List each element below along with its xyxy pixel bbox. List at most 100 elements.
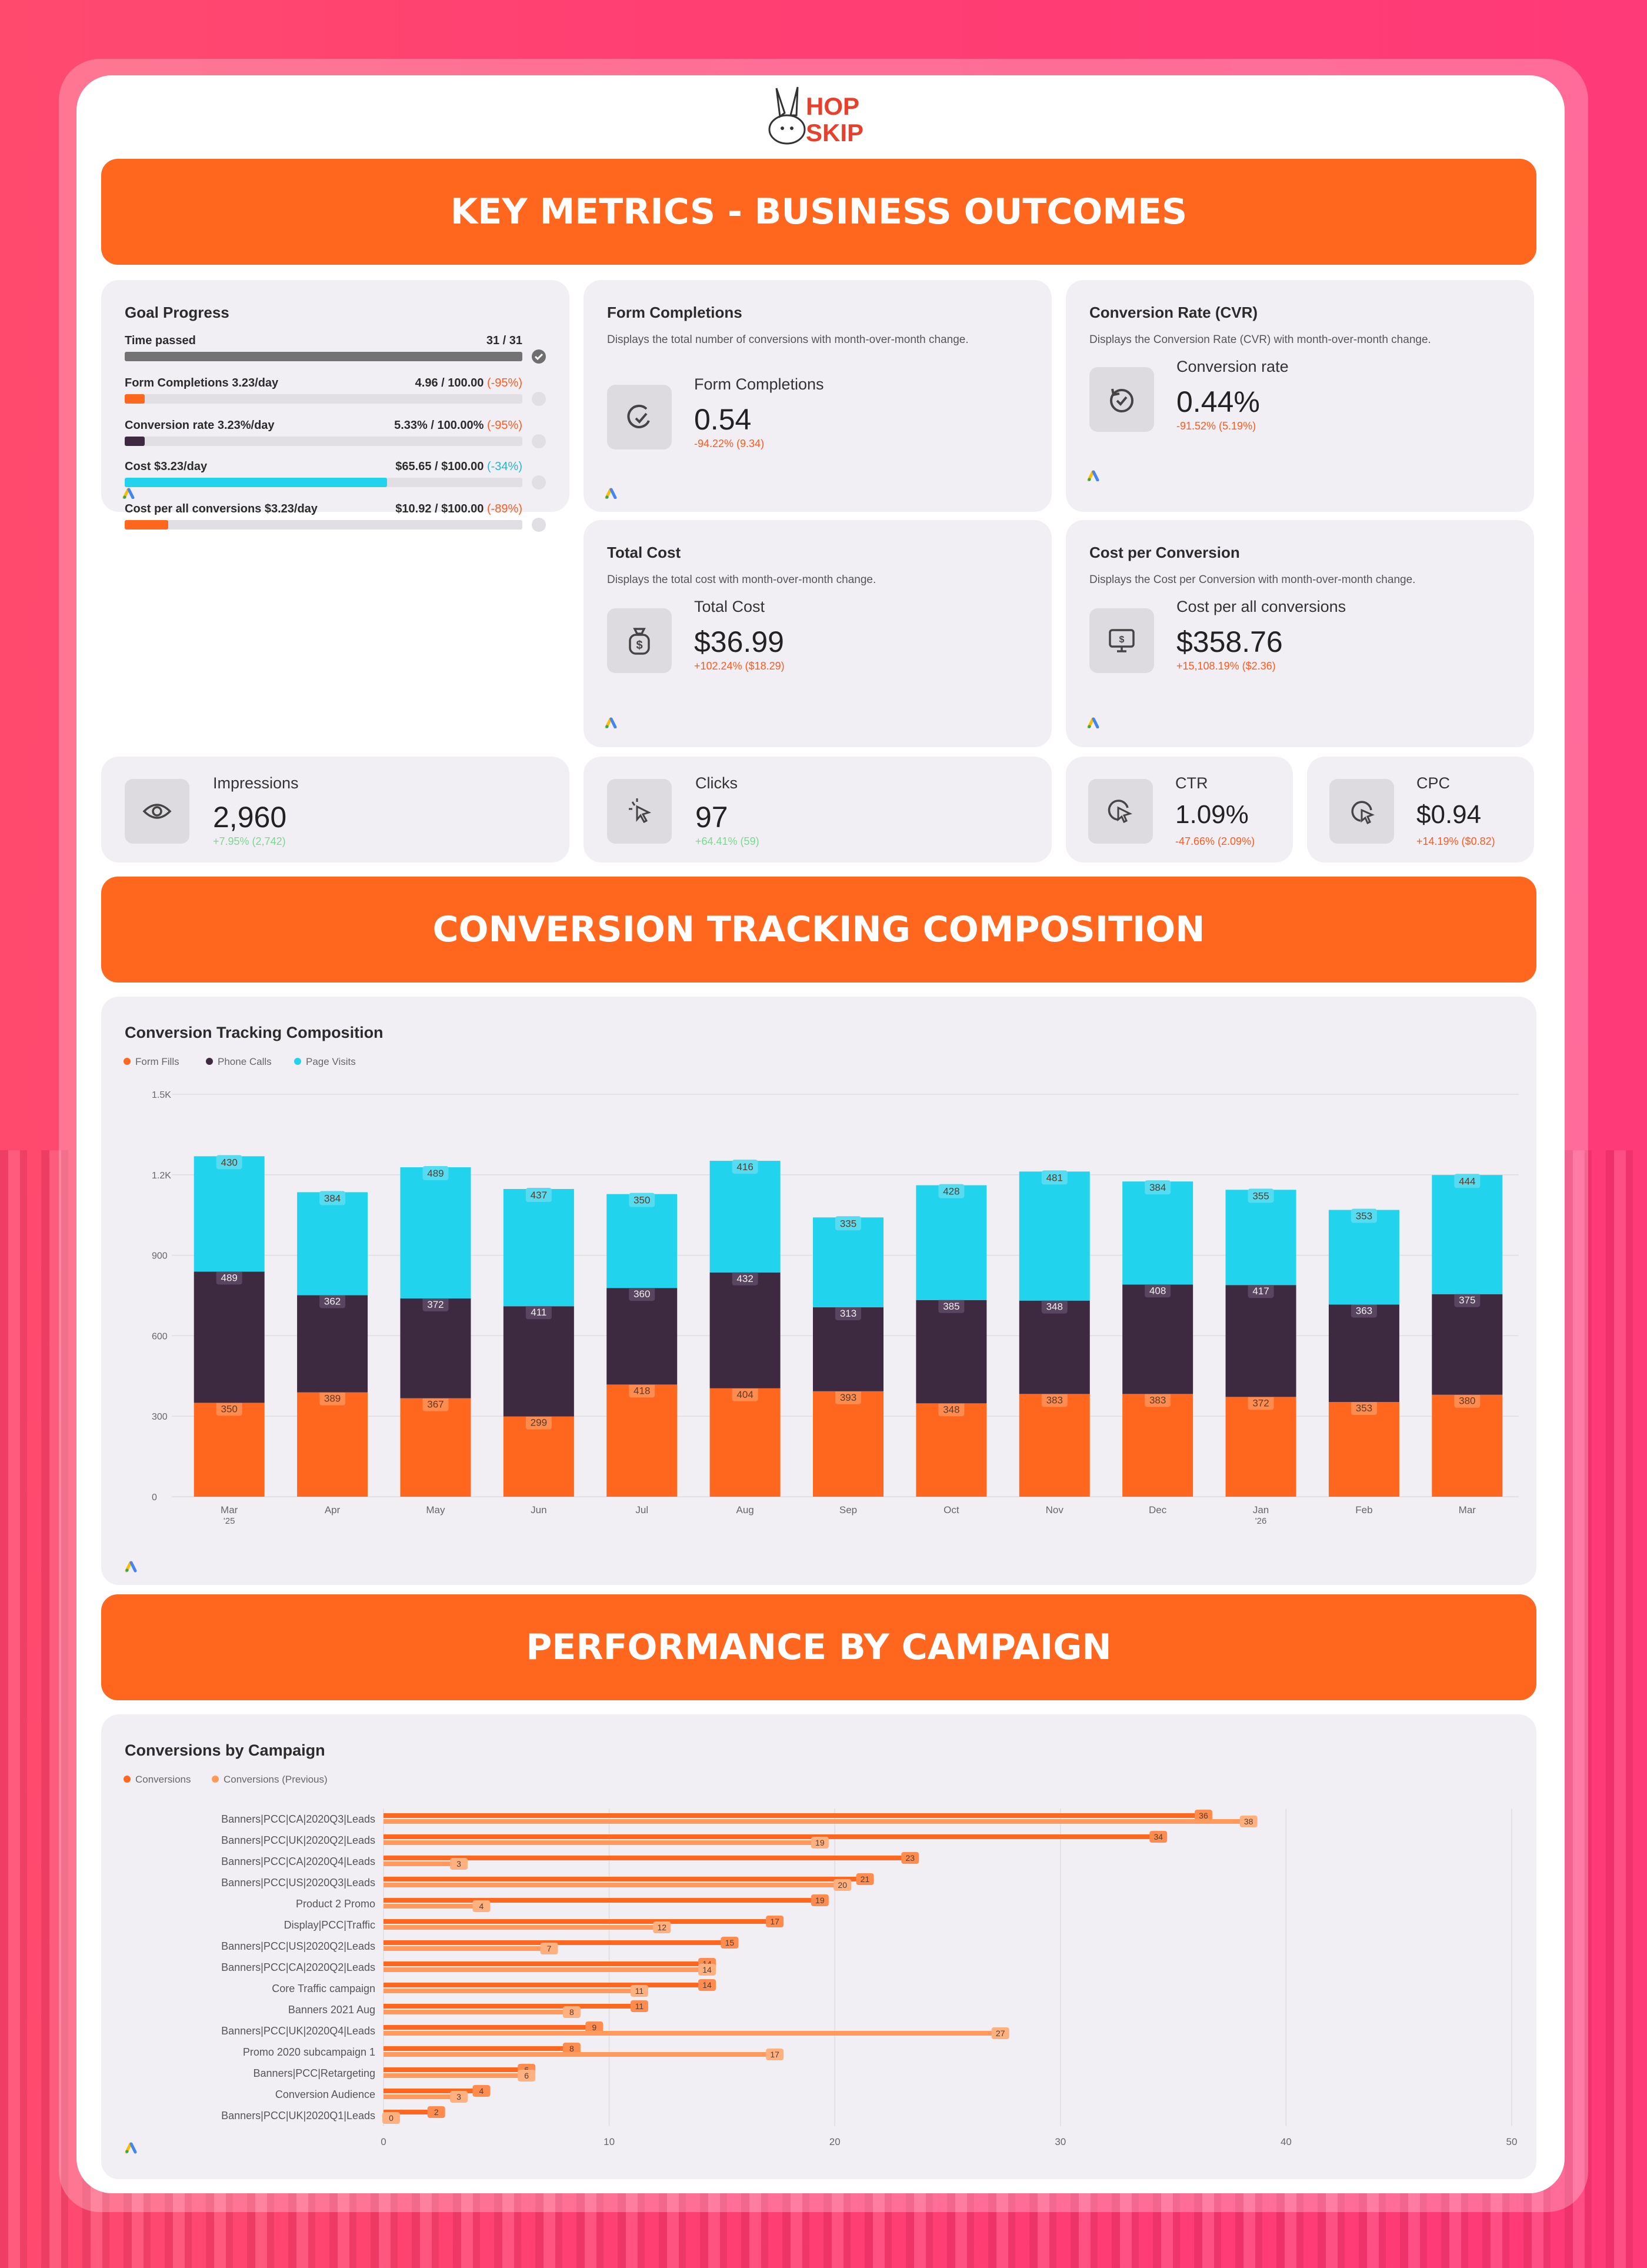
- goal-row-value: 5.33% / 100.00% (-95%): [322, 419, 522, 432]
- y-tick-label: Product 2 Promo: [296, 1898, 375, 1910]
- data-label: 299: [531, 1417, 547, 1428]
- data-label-bg: [1041, 1393, 1068, 1407]
- data-label-bg: [525, 1187, 552, 1202]
- bar: [384, 1967, 700, 1972]
- y-tick-label: Banners|PCC|US|2020Q3|Leads: [221, 1877, 375, 1889]
- conversion-rate-change: -91.52% (5.19%): [1176, 420, 1256, 432]
- section-banner-performance: PERFORMANCE BY CAMPAIGN: [101, 1594, 1536, 1700]
- bar-segment: [194, 1271, 265, 1403]
- bar-segment: [1122, 1181, 1193, 1285]
- bar-segment: [916, 1300, 987, 1404]
- data-label-bg: [991, 2027, 1009, 2039]
- bar-segment: [1019, 1300, 1090, 1394]
- data-label-bg: [585, 2021, 604, 2033]
- form-completions-desc: Displays the total number of conversions…: [607, 334, 969, 346]
- legend-marker: [124, 1776, 131, 1783]
- goal-row-progress-fill: [125, 520, 169, 529]
- data-label: 7: [547, 1944, 552, 1953]
- data-label: 384: [1149, 1182, 1166, 1193]
- section-title-conversion-tracking: CONVERSION TRACKING COMPOSITION: [432, 909, 1205, 950]
- goal-row-label: Cost per all conversions $3.23/day: [125, 502, 318, 515]
- x-tick-label: Feb: [1355, 1504, 1372, 1516]
- bar: [384, 1856, 903, 1860]
- cost-per-conversion-value: $358.76: [1176, 625, 1283, 658]
- google-ads-icon: [122, 488, 135, 499]
- y-tick-label: Banners|PCC|US|2020Q2|Leads: [221, 1940, 375, 1952]
- data-label: 353: [1356, 1403, 1372, 1414]
- bar-segment: [606, 1384, 678, 1497]
- data-label: 355: [1252, 1190, 1269, 1201]
- goal-row-change: (-95%): [484, 419, 522, 432]
- data-label-bg: [216, 1270, 242, 1285]
- svg-text:$: $: [636, 639, 642, 652]
- bar: [384, 2004, 632, 2009]
- data-label: 363: [1356, 1305, 1372, 1317]
- bar: [384, 1813, 1196, 1818]
- bar: [384, 1898, 812, 1903]
- bar-segment: [1328, 1402, 1399, 1497]
- bar-segment: [709, 1161, 781, 1273]
- data-label: 11: [635, 2001, 644, 2011]
- data-label-bg: [562, 2006, 581, 2018]
- goal-row-value: 4.96 / 100.00 (-95%): [322, 377, 522, 390]
- money-bag-icon: $: [607, 608, 672, 673]
- x-tick-label: Jul: [635, 1504, 648, 1516]
- goal-row-progress-track: [125, 394, 522, 404]
- data-label: 362: [324, 1296, 341, 1307]
- bar: [384, 1919, 768, 1924]
- data-label: 393: [840, 1392, 856, 1403]
- conversion-rate-title: Conversion Rate (CVR): [1089, 304, 1258, 321]
- cost-per-conversion-title: Cost per Conversion: [1089, 544, 1240, 561]
- bar-segment: [503, 1306, 574, 1417]
- bar: [384, 2089, 474, 2093]
- bar-segment: [1225, 1285, 1296, 1397]
- data-label-bg: [422, 1397, 449, 1411]
- bar-segment: [1225, 1190, 1296, 1285]
- section-title-key-metrics: KEY METRICS - BUSINESS OUTCOMES: [450, 191, 1188, 232]
- impressions-label: Impressions: [213, 774, 299, 792]
- bar: [384, 1883, 835, 1887]
- google-ads-icon: [125, 2142, 137, 2154]
- impressions-card: Impressions 2,960 +7.95% (2,742): [101, 757, 569, 862]
- cpc-value: $0.94: [1416, 800, 1482, 829]
- bar-segment: [297, 1295, 368, 1393]
- bar: [384, 1834, 1151, 1839]
- x-tick-label: 20: [829, 2136, 841, 2147]
- y-tick-label: 300: [152, 1412, 168, 1422]
- total-cost-value: $36.99: [694, 625, 784, 658]
- bar: [384, 2046, 564, 2051]
- bar: [384, 1819, 1241, 1824]
- data-label: 444: [1459, 1175, 1475, 1187]
- data-label: 2: [434, 2107, 439, 2117]
- data-label-bg: [856, 1873, 874, 1885]
- x-tick-label: 10: [604, 2136, 615, 2147]
- clicks-value: 97: [695, 801, 728, 834]
- data-label-bg: [732, 1160, 758, 1174]
- data-label: 348: [943, 1404, 959, 1415]
- total-cost-title: Total Cost: [607, 544, 681, 561]
- data-label: 3: [456, 1859, 461, 1869]
- data-label-bg: [629, 1287, 655, 1301]
- cursor-click-icon: [607, 779, 672, 844]
- google-ads-icon: [605, 488, 617, 499]
- data-label: 23: [905, 1853, 915, 1863]
- data-label-bg: [732, 1387, 758, 1401]
- legend-marker: [206, 1058, 213, 1065]
- goal-row-progress-track: [125, 437, 522, 446]
- data-label: 360: [634, 1288, 650, 1300]
- goal-row-progress-fill: [125, 394, 145, 404]
- data-label-bg: [422, 1166, 449, 1181]
- form-completions-value: 0.54: [694, 403, 752, 436]
- y-tick-label: Banners|PCC|CA|2020Q2|Leads: [221, 1961, 375, 1973]
- x-tick-label: 50: [1506, 2136, 1518, 2147]
- data-label: 21: [861, 1874, 870, 1884]
- bar: [384, 2110, 429, 2114]
- data-label: 3: [456, 2092, 461, 2102]
- data-label: 11: [635, 1986, 644, 1996]
- data-label-bg: [1248, 1396, 1274, 1410]
- data-label-bg: [938, 1298, 965, 1313]
- y-tick-label: 1.5K: [152, 1090, 171, 1100]
- legend-marker: [212, 1776, 219, 1783]
- bar-segment: [606, 1288, 678, 1385]
- y-tick-label: Conversion Audience: [275, 2089, 375, 2100]
